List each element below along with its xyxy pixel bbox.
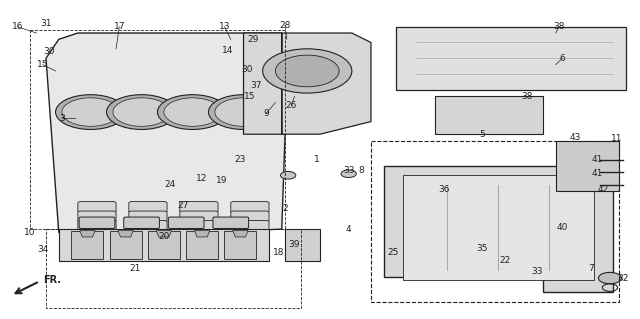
Polygon shape	[556, 141, 620, 191]
Circle shape	[106, 95, 177, 130]
Text: 40: 40	[556, 223, 568, 232]
Circle shape	[262, 49, 352, 93]
Text: 2: 2	[282, 204, 288, 213]
FancyBboxPatch shape	[231, 202, 269, 213]
Text: 37: 37	[250, 81, 262, 90]
Text: 30: 30	[44, 48, 55, 56]
Text: 25: 25	[388, 248, 399, 257]
Circle shape	[280, 172, 296, 179]
Polygon shape	[403, 175, 594, 280]
Polygon shape	[233, 231, 248, 237]
Polygon shape	[195, 231, 210, 237]
Text: 18: 18	[273, 248, 284, 257]
Circle shape	[275, 55, 339, 87]
Polygon shape	[225, 231, 256, 259]
Text: 15: 15	[37, 60, 49, 69]
Text: 6: 6	[559, 54, 565, 63]
Circle shape	[62, 98, 119, 126]
Text: 1: 1	[314, 155, 320, 164]
FancyBboxPatch shape	[129, 220, 167, 232]
Text: 38: 38	[522, 92, 533, 101]
Text: 39: 39	[289, 241, 300, 249]
FancyBboxPatch shape	[168, 217, 204, 228]
Polygon shape	[156, 231, 172, 237]
Text: 3: 3	[59, 114, 65, 123]
Text: 33: 33	[531, 267, 543, 276]
FancyBboxPatch shape	[180, 220, 218, 232]
Text: 20: 20	[158, 233, 170, 241]
Circle shape	[164, 98, 221, 126]
Text: 31: 31	[40, 19, 52, 28]
Text: 26: 26	[285, 101, 297, 110]
Polygon shape	[46, 33, 288, 239]
Polygon shape	[435, 96, 543, 134]
Text: 9: 9	[263, 109, 269, 118]
Text: 33: 33	[343, 166, 355, 175]
Polygon shape	[59, 229, 269, 261]
FancyBboxPatch shape	[78, 211, 116, 222]
Text: 23: 23	[235, 155, 246, 164]
FancyBboxPatch shape	[78, 202, 116, 213]
Text: 8: 8	[358, 166, 364, 175]
Text: 43: 43	[569, 133, 580, 142]
Text: 22: 22	[499, 256, 511, 265]
FancyBboxPatch shape	[231, 220, 269, 232]
Circle shape	[209, 95, 278, 130]
Text: 10: 10	[24, 228, 36, 237]
Text: 14: 14	[222, 46, 234, 55]
Text: 16: 16	[12, 22, 23, 31]
FancyBboxPatch shape	[79, 217, 115, 228]
Text: 12: 12	[196, 174, 208, 183]
Circle shape	[56, 95, 125, 130]
Text: 36: 36	[438, 185, 450, 194]
Polygon shape	[396, 27, 626, 90]
FancyBboxPatch shape	[78, 220, 116, 232]
Text: 42: 42	[598, 185, 609, 194]
FancyBboxPatch shape	[180, 211, 218, 222]
FancyBboxPatch shape	[129, 202, 167, 213]
FancyBboxPatch shape	[124, 217, 159, 228]
Polygon shape	[80, 231, 95, 237]
Text: 24: 24	[164, 180, 176, 189]
Text: 38: 38	[553, 22, 564, 31]
Text: 41: 41	[591, 169, 603, 178]
Circle shape	[113, 98, 170, 126]
Text: 34: 34	[37, 245, 49, 254]
Text: 35: 35	[477, 243, 488, 253]
Text: 5: 5	[479, 130, 485, 139]
Circle shape	[341, 170, 356, 178]
Text: 11: 11	[611, 134, 622, 144]
Polygon shape	[244, 33, 371, 134]
Text: 4: 4	[346, 225, 351, 234]
FancyBboxPatch shape	[231, 211, 269, 222]
Circle shape	[157, 95, 228, 130]
Text: 13: 13	[219, 22, 230, 31]
FancyBboxPatch shape	[213, 217, 248, 228]
FancyBboxPatch shape	[129, 211, 167, 222]
Text: 30: 30	[241, 65, 252, 74]
Polygon shape	[109, 231, 141, 259]
Text: 28: 28	[279, 21, 291, 30]
Polygon shape	[148, 231, 180, 259]
Circle shape	[215, 98, 272, 126]
Text: 29: 29	[248, 35, 259, 44]
Circle shape	[598, 272, 621, 284]
Polygon shape	[285, 229, 320, 261]
FancyBboxPatch shape	[180, 202, 218, 213]
Polygon shape	[118, 231, 133, 237]
Text: 15: 15	[244, 92, 255, 101]
Polygon shape	[384, 166, 613, 292]
Text: 21: 21	[129, 264, 141, 273]
Text: 19: 19	[216, 175, 227, 185]
Text: 17: 17	[113, 22, 125, 31]
Text: 27: 27	[177, 201, 189, 210]
Text: 41: 41	[591, 155, 603, 164]
Text: 32: 32	[617, 274, 628, 283]
Polygon shape	[72, 231, 103, 259]
Polygon shape	[186, 231, 218, 259]
Text: FR.: FR.	[43, 275, 61, 285]
Text: 7: 7	[588, 264, 594, 273]
